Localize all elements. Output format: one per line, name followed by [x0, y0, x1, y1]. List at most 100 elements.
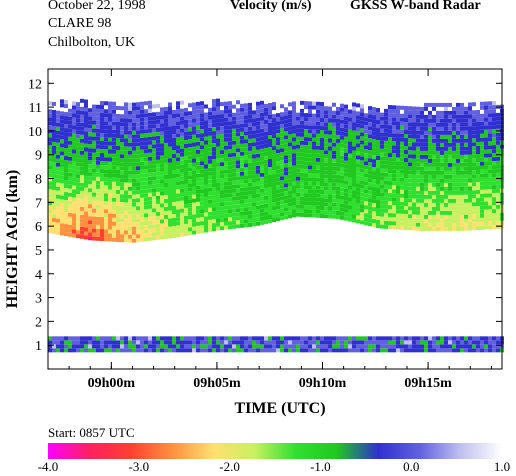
- heatmap-cell: [160, 143, 164, 148]
- heatmap-cell: [48, 181, 52, 186]
- heatmap-cell: [392, 129, 396, 134]
- heatmap-cell: [84, 195, 88, 200]
- heatmap-cell: [440, 114, 444, 119]
- heatmap-cell: [228, 113, 232, 118]
- heatmap-cell: [48, 344, 52, 349]
- heatmap-cell: [236, 124, 240, 129]
- heatmap-cell: [104, 117, 108, 122]
- heatmap-cell: [480, 177, 484, 182]
- heatmap-cell: [136, 182, 140, 187]
- heatmap-cell: [64, 232, 68, 237]
- heatmap-cell: [180, 140, 184, 145]
- heatmap-cell: [200, 205, 204, 210]
- heatmap-cell: [176, 149, 180, 154]
- heatmap-cell: [372, 187, 376, 192]
- heatmap-cell: [92, 224, 96, 229]
- heatmap-cell: [416, 114, 420, 119]
- heatmap-cell: [432, 222, 436, 227]
- heatmap-cell: [212, 199, 216, 204]
- heatmap-cell: [416, 154, 420, 159]
- heatmap-cell: [496, 148, 500, 153]
- heatmap-cell: [56, 146, 60, 151]
- heatmap-cell: [460, 142, 464, 147]
- heatmap-cell: [404, 130, 408, 135]
- heatmap-cell: [424, 142, 428, 147]
- heatmap-cell: [332, 150, 336, 155]
- heatmap-cell: [56, 226, 60, 231]
- heatmap-cell: [48, 197, 52, 202]
- heatmap-cell: [240, 219, 244, 224]
- heatmap-cell: [444, 142, 448, 147]
- heatmap-cell: [200, 145, 204, 150]
- heatmap-cell: [332, 122, 336, 127]
- heatmap-cell: [324, 344, 328, 349]
- heatmap-cell: [432, 218, 436, 223]
- heatmap-cell: [168, 122, 172, 127]
- heatmap-cell: [132, 106, 136, 111]
- heatmap-cell: [152, 112, 156, 117]
- heatmap-cell: [456, 122, 460, 127]
- heatmap-cell: [288, 142, 292, 147]
- heatmap-cell: [236, 348, 240, 353]
- heatmap-cell: [140, 165, 144, 170]
- heatmap-cell: [352, 154, 356, 159]
- heatmap-cell: [180, 192, 184, 197]
- heatmap-cell: [252, 170, 256, 175]
- heatmap-cell: [368, 142, 372, 147]
- heatmap-cell: [52, 129, 56, 134]
- heatmap-cell: [352, 158, 356, 163]
- heatmap-cell: [400, 117, 404, 122]
- heatmap-cell: [228, 109, 232, 114]
- heatmap-cell: [260, 220, 264, 225]
- heatmap-cell: [356, 207, 360, 212]
- heatmap-cell: [168, 194, 172, 199]
- heatmap-cell: [460, 336, 464, 341]
- heatmap-cell: [400, 185, 404, 190]
- heatmap-cell: [388, 137, 392, 142]
- heatmap-cell: [364, 205, 368, 210]
- heatmap-cell: [312, 105, 316, 110]
- heatmap-cell: [476, 210, 480, 215]
- heatmap-cell: [188, 167, 192, 172]
- heatmap-cell: [316, 105, 320, 110]
- heatmap-cell: [312, 121, 316, 126]
- heatmap-cell: [184, 147, 188, 152]
- heatmap-cell: [288, 194, 292, 199]
- heatmap-cell: [124, 222, 128, 227]
- heatmap-cell: [88, 224, 92, 229]
- heatmap-cell: [84, 159, 88, 164]
- heatmap-cell: [432, 336, 436, 341]
- heatmap-cell: [292, 205, 296, 210]
- heatmap-cell: [424, 186, 428, 191]
- heatmap-cell: [212, 175, 216, 180]
- heatmap-cell: [80, 178, 84, 183]
- heatmap-cell: [156, 203, 160, 208]
- heatmap-cell: [156, 123, 160, 128]
- heatmap-cell: [468, 344, 472, 349]
- heatmap-cell: [60, 223, 64, 228]
- heatmap-cell: [324, 186, 328, 191]
- heatmap-cell: [404, 218, 408, 223]
- heatmap-cell: [216, 138, 220, 143]
- heatmap-cell: [88, 344, 92, 349]
- heatmap-cell: [380, 180, 384, 185]
- heatmap-cell: [428, 198, 432, 203]
- heatmap-cell: [340, 211, 344, 216]
- heatmap-cell: [300, 192, 304, 197]
- heatmap-cell: [412, 162, 416, 167]
- heatmap-cell: [140, 153, 144, 158]
- heatmap-cell: [280, 124, 284, 129]
- heatmap-cell: [112, 157, 116, 162]
- heatmap-cell: [196, 344, 200, 349]
- heatmap-cell: [148, 132, 152, 137]
- heatmap-cell: [156, 211, 160, 216]
- heatmap-cell: [196, 121, 200, 126]
- heatmap-cell: [156, 103, 160, 108]
- heatmap-cell: [160, 167, 164, 172]
- heatmap-cell: [376, 344, 380, 349]
- heatmap-cell: [372, 183, 376, 188]
- heatmap-cell: [160, 207, 164, 212]
- heatmap-cell: [368, 118, 372, 123]
- heatmap-cell: [184, 223, 188, 228]
- heatmap-cell: [304, 173, 308, 178]
